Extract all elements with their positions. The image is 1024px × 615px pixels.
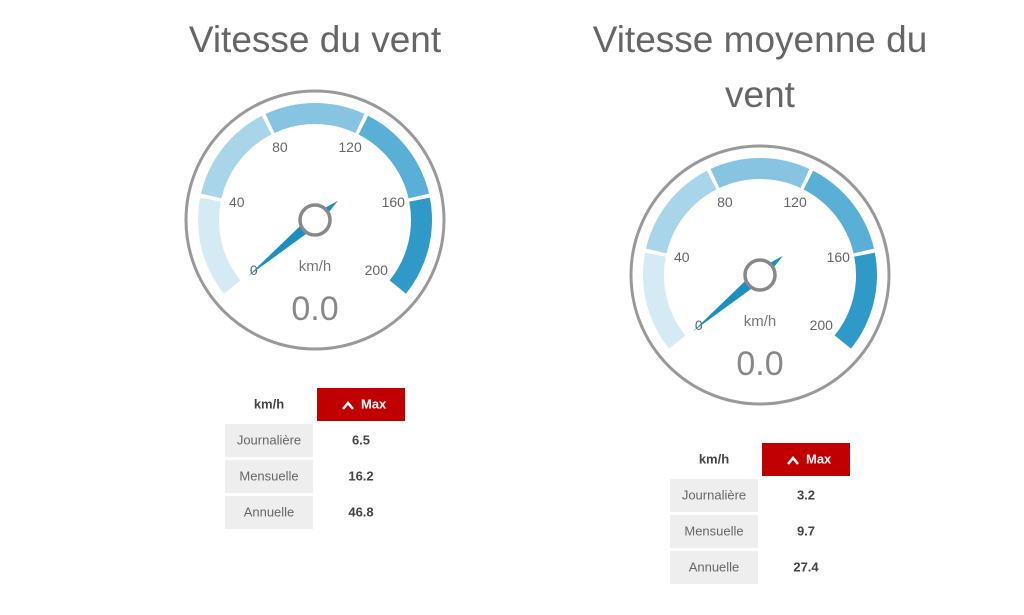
gauge-tick-label: 160 (382, 194, 406, 210)
gauge-band (389, 197, 432, 294)
gauge-tick-label: 40 (674, 249, 690, 265)
gauge-title: Vitesse moyenne du vent (592, 19, 928, 115)
row-label: Annuelle (689, 559, 740, 574)
max-header-cell (317, 388, 405, 421)
row-value: 6.5 (352, 432, 370, 447)
table-header: km/h (254, 396, 284, 411)
gauge-value: 0.0 (291, 290, 338, 328)
gauge-tick-label: 120 (338, 139, 362, 155)
row-value: 46.8 (348, 504, 373, 519)
gauge-tick-label: 120 (783, 194, 807, 210)
row-value: 3.2 (797, 487, 815, 502)
gauge-tick-label: 40 (229, 194, 245, 210)
gauge-unit: km/h (744, 313, 777, 330)
table-header: Max (361, 396, 387, 411)
gauge-hub (298, 203, 332, 237)
gauge-band (358, 115, 430, 199)
gauge-band (200, 115, 272, 199)
gauge-hub (743, 258, 777, 292)
gauge-value: 0.0 (736, 345, 783, 383)
row-label-cell (225, 460, 313, 493)
table-header: Max (806, 451, 832, 466)
row-label-cell (670, 479, 758, 512)
max-header-cell (762, 443, 850, 476)
gauge-tick-label: 80 (717, 194, 733, 210)
gauge-band (710, 157, 810, 188)
gauge-band (643, 252, 686, 349)
gauge-band (834, 252, 877, 349)
table-header: km/h (699, 451, 729, 466)
gauge-band (198, 197, 241, 294)
row-value: 9.7 (797, 523, 815, 538)
caret-icon (342, 401, 354, 410)
gauge-title: Vitesse du vent (188, 19, 442, 60)
row-value: 27.4 (793, 559, 819, 574)
gauge-tick-label: 200 (365, 262, 389, 278)
gauge-tick-label: 0 (695, 317, 703, 333)
row-label: Annuelle (244, 504, 295, 519)
row-label-cell (225, 424, 313, 457)
row-value: 16.2 (348, 468, 373, 483)
gauge-band (645, 170, 717, 254)
row-label: Journalière (237, 432, 301, 447)
row-label-cell (670, 515, 758, 548)
row-label-cell (225, 496, 313, 529)
gauge-tick-label: 160 (827, 249, 851, 265)
row-label-cell (670, 551, 758, 584)
caret-icon (787, 456, 799, 465)
gauge-tick-label: 80 (272, 139, 288, 155)
gauge-tick-label: 0 (250, 262, 258, 278)
gauge-tick-label: 200 (810, 317, 834, 333)
row-label: Journalière (682, 487, 746, 502)
gauge-band (803, 170, 875, 254)
gauge-band (265, 102, 365, 133)
gauge-unit: km/h (299, 258, 332, 275)
row-label: Mensuelle (684, 523, 743, 538)
row-label: Mensuelle (239, 468, 298, 483)
